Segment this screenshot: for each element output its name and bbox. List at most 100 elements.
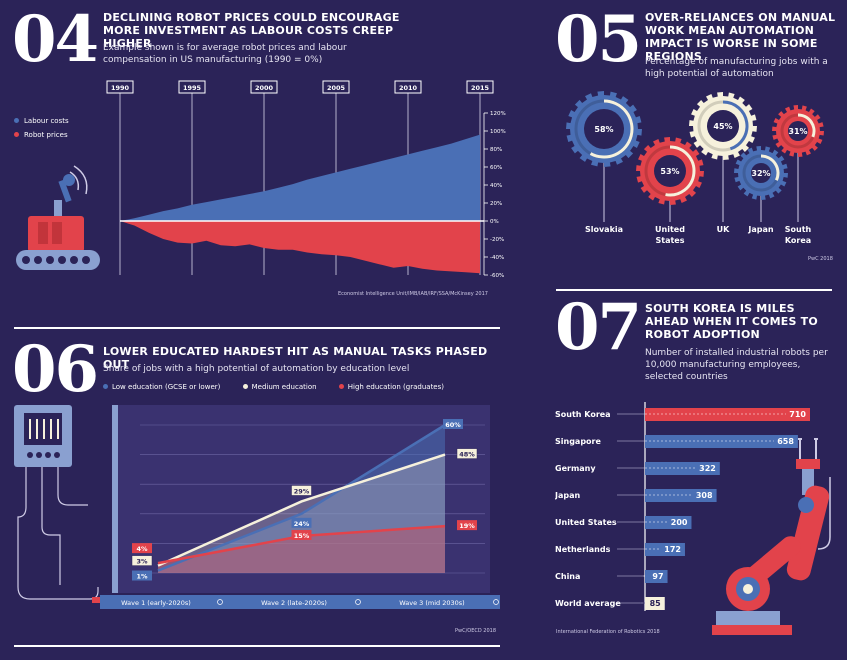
x-tick-label: 2010 (399, 84, 418, 92)
y-tick-label: -20% (490, 237, 504, 243)
x-tick-label: 1990 (111, 84, 130, 92)
gear-hub (751, 163, 771, 183)
data-label: 60% (445, 421, 461, 429)
gear-value-arc (665, 145, 696, 197)
country-label: South (785, 225, 812, 234)
series-line-1 (157, 453, 446, 567)
y-tick-label: 100% (490, 129, 506, 135)
gear-value-arc (760, 154, 780, 181)
section-subtitle-06: Share of jobs with a high potential of a… (103, 364, 410, 374)
section-subtitle-05: Percentage of manufacturing jobs with a … (645, 57, 828, 79)
series-line-0 (157, 423, 446, 572)
country-label: Japan (747, 225, 774, 234)
gear-hub (707, 110, 739, 142)
bar-category-label: Germany (555, 464, 596, 473)
x-tick-label: 1995 (183, 84, 202, 92)
source-06: PwC/OECD 2018 (455, 628, 497, 634)
x-tick-label: 2005 (327, 84, 346, 92)
series-robot-prices-area (120, 221, 480, 274)
bar-category-label: World average (555, 599, 621, 608)
section-title-06: LOWER EDUCATED HARDEST HIT AS MANUAL TAS… (103, 345, 488, 371)
gear-value-label: 58% (594, 125, 613, 134)
divider-06 (14, 645, 500, 647)
bar (645, 597, 665, 610)
x-tick-box (394, 80, 422, 94)
data-label: 24% (294, 520, 310, 528)
bar-value-label: 710 (789, 410, 806, 419)
bar (645, 543, 685, 556)
data-label-box (291, 485, 312, 496)
section-subtitle-07: Number of installed industrial robots pe… (645, 348, 828, 382)
bar-category-label: Japan (555, 491, 581, 500)
bar-value-label: 322 (699, 464, 716, 473)
section-subtitle-04: Example shown is for average robot price… (103, 43, 347, 65)
x-axis-marker (355, 599, 361, 605)
y-tick-label: 80% (490, 147, 502, 153)
bar-category-label: China (555, 572, 580, 581)
legend-item-low: Low education (GCSE or lower) (103, 383, 220, 391)
y-tick-label: 0% (490, 219, 499, 225)
bar-value-label: 85 (650, 599, 662, 608)
gear-value-arc (722, 100, 749, 151)
data-label: 4% (136, 545, 148, 553)
bar-category-label: United States (555, 518, 617, 527)
gear-value-arc (589, 99, 634, 159)
bar (645, 489, 717, 502)
section-title-04: DECLINING ROBOT PRICES COULD ENCOURAGE M… (103, 11, 400, 50)
data-label: 19% (459, 522, 475, 530)
x-category-label: Wave 2 (late-2020s) (261, 599, 327, 607)
gear-value-label: 45% (713, 122, 732, 131)
gear-hub (788, 121, 808, 141)
x-tick-box (466, 80, 494, 94)
x-axis-marker (493, 599, 499, 605)
x-tick-box (106, 80, 134, 94)
series-labour-costs-area (120, 134, 480, 221)
chart-automation-by-education: 1% 24% 60% 3% 29% 48% 4% 15% 19% Wave 1 (early-20… (100, 405, 500, 609)
x-category-label: Wave 1 (early-2020s) (121, 599, 191, 607)
data-label-box (131, 555, 153, 566)
gear-hub (654, 155, 686, 187)
source-07: International Federation of Robotics 201… (556, 629, 660, 635)
legend-item-medium: Medium education (242, 383, 317, 391)
x-tick-label: 2015 (471, 84, 490, 92)
y-tick-label: -60% (490, 273, 504, 279)
data-label-box (291, 517, 312, 528)
x-tick-box (250, 80, 278, 94)
bar (645, 516, 692, 529)
data-label-box (457, 520, 477, 531)
country-label: Korea (785, 236, 811, 245)
y-tick-label: 20% (490, 201, 502, 207)
bar (645, 408, 810, 421)
bar-category-label: Singapore (555, 437, 601, 446)
gear-value-arc (797, 113, 816, 138)
gear-hub (584, 109, 624, 149)
bar-value-label: 658 (777, 437, 794, 446)
plot-frame-left (112, 405, 118, 593)
chart-automation-by-region: 58% Slovakia 53% United States 45% UK 32% Japan 3… (566, 91, 824, 245)
data-label: 3% (136, 558, 148, 566)
gear-value-label: 31% (788, 127, 807, 136)
data-label-box (132, 570, 152, 581)
control-panel-illustration (14, 405, 102, 603)
legend-item-robot: Robot prices (14, 128, 69, 142)
chart-robot-density: South Korea 710 Singapore 658 Germany 322 Japa… (555, 402, 810, 611)
gear-value-label: 53% (660, 167, 679, 176)
x-axis-bar (100, 595, 500, 609)
legend-04: Labour costs Robot prices (14, 114, 69, 142)
bar-value-label: 172 (664, 545, 681, 554)
bar (645, 570, 668, 583)
x-tick-label: 2000 (255, 84, 274, 92)
section-number-04: 04 (12, 2, 99, 77)
divider-04 (14, 327, 500, 329)
section-number-05: 05 (555, 2, 642, 77)
robot-vehicle-illustration (16, 165, 100, 270)
data-label: 48% (459, 451, 475, 459)
series-area-0 (158, 425, 445, 573)
divider-05 (556, 289, 832, 291)
source-05: PwC 2018 (808, 256, 833, 262)
legend-06: Low education (GCSE or lower) Medium edu… (103, 381, 444, 393)
x-axis-marker (217, 599, 223, 605)
chart-robot-prices-vs-labour: 1990 1995 2000 2005 2010 2015 120% 100% 80% 60% 40… (106, 80, 506, 279)
robot-arm-illustration (712, 438, 831, 635)
y-tick-label: -40% (490, 255, 504, 261)
